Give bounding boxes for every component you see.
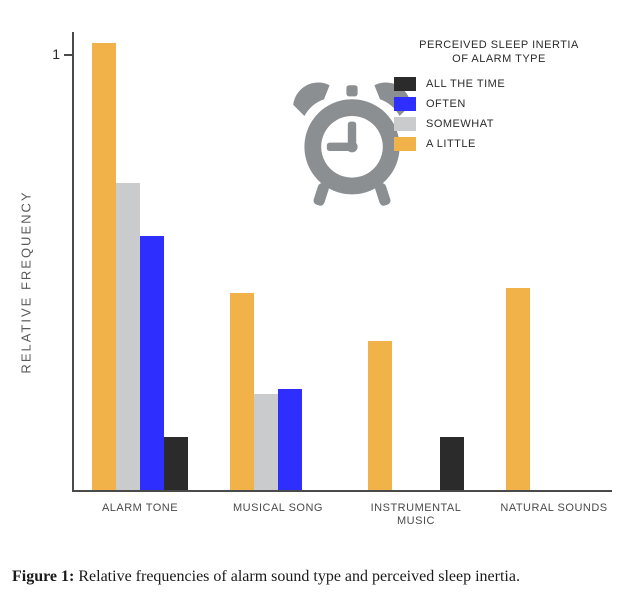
plot-region: 1 PER (72, 32, 612, 492)
y-axis-line (72, 32, 74, 492)
legend-label: ALL THE TIME (426, 78, 505, 90)
legend-row: OFTEN (394, 97, 604, 111)
bar (92, 43, 116, 490)
figure-caption-label: Figure 1: (12, 568, 74, 585)
legend-row: A LITTLE (394, 137, 604, 151)
bar (278, 389, 302, 490)
bar (506, 288, 530, 490)
bar (230, 293, 254, 490)
figure-caption: Figure 1: Relative frequencies of alarm … (12, 566, 621, 588)
x-category-label: ALARM TONE (102, 502, 178, 515)
x-category-label: NATURAL SOUNDS (500, 502, 607, 515)
legend-rows: ALL THE TIME OFTEN SOMEWHAT A LITTLE (394, 77, 604, 151)
y-tick-label: 1 (52, 46, 60, 62)
bar (440, 437, 464, 490)
bar (140, 236, 164, 490)
legend-row: ALL THE TIME (394, 77, 604, 91)
y-axis-title: RELATIVE FREQUENCY (19, 190, 34, 373)
figure-container: RELATIVE FREQUENCY 1 (12, 12, 621, 588)
legend-label: SOMEWHAT (426, 118, 494, 130)
x-axis-line (72, 490, 612, 492)
bar (164, 437, 188, 490)
figure-caption-text: Relative frequencies of alarm sound type… (78, 568, 520, 585)
x-category-label: INSTRUMENTAL MUSIC (371, 502, 462, 528)
legend-label: A LITTLE (426, 138, 476, 150)
legend: PERCEIVED SLEEP INERTIA OF ALARM TYPE AL… (394, 38, 604, 157)
bar (254, 394, 278, 490)
legend-swatch (394, 77, 416, 91)
bar (368, 341, 392, 490)
bar (116, 183, 140, 490)
legend-swatch (394, 137, 416, 151)
legend-row: SOMEWHAT (394, 117, 604, 131)
x-category-labels: ALARM TONE MUSICAL SONG INSTRUMENTAL MUSIC… (72, 502, 612, 542)
legend-title: PERCEIVED SLEEP INERTIA OF ALARM TYPE (394, 38, 604, 67)
legend-label: OFTEN (426, 98, 466, 110)
legend-swatch (394, 97, 416, 111)
legend-swatch (394, 117, 416, 131)
x-category-label: MUSICAL SONG (233, 502, 323, 515)
chart-area: RELATIVE FREQUENCY 1 (12, 12, 621, 552)
y-tick (64, 54, 72, 56)
